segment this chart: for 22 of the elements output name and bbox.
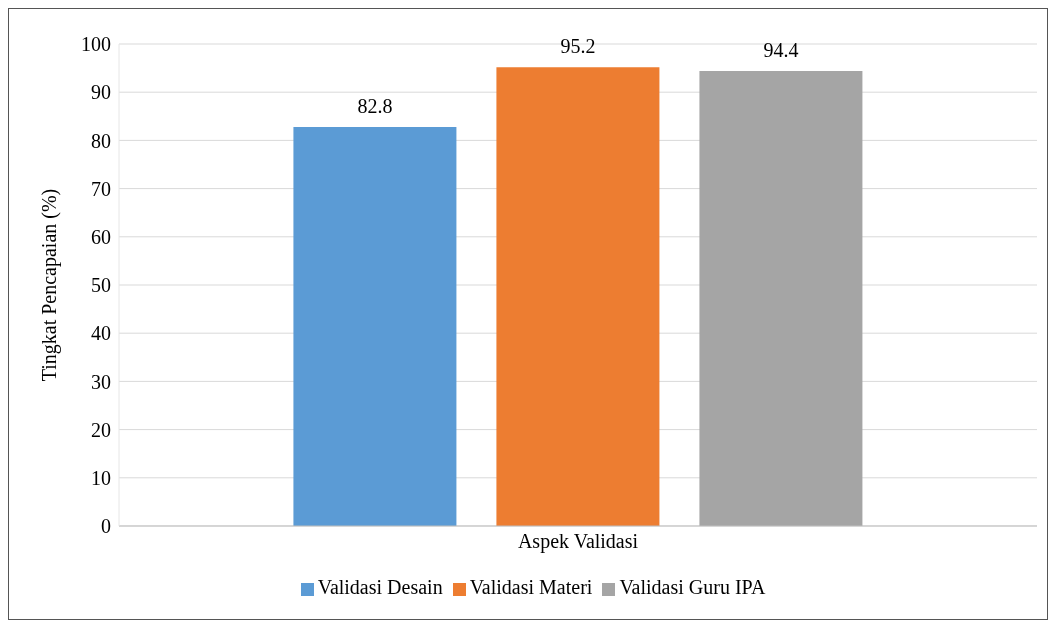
legend-label: Validasi Guru IPA: [619, 576, 766, 598]
data-label: 82.8: [357, 94, 393, 117]
bar: [699, 70, 863, 526]
y-tick-label: 30: [91, 370, 111, 393]
y-tick-label: 70: [91, 177, 111, 200]
bar: [293, 126, 457, 526]
y-tick-label: 40: [91, 322, 111, 345]
legend-label: Validasi Desain: [317, 576, 443, 598]
y-tick-label: 90: [91, 81, 111, 104]
y-tick-label: 50: [91, 274, 111, 297]
y-tick-label: 10: [91, 466, 111, 489]
y-tick-label: 20: [91, 418, 111, 441]
legend-label: Validasi Materi: [469, 576, 593, 598]
bar: [496, 67, 660, 526]
y-tick-label: 100: [81, 33, 111, 56]
data-label: 94.4: [763, 38, 799, 61]
x-tick-label: Aspek Validasi: [517, 530, 639, 554]
data-label: 95.2: [560, 35, 596, 58]
y-tick-label: 0: [101, 515, 111, 538]
y-axis-title: Tingkat Pencapaian (%): [38, 188, 62, 382]
y-tick-label: 80: [91, 129, 111, 152]
y-tick-label: 60: [91, 225, 111, 248]
